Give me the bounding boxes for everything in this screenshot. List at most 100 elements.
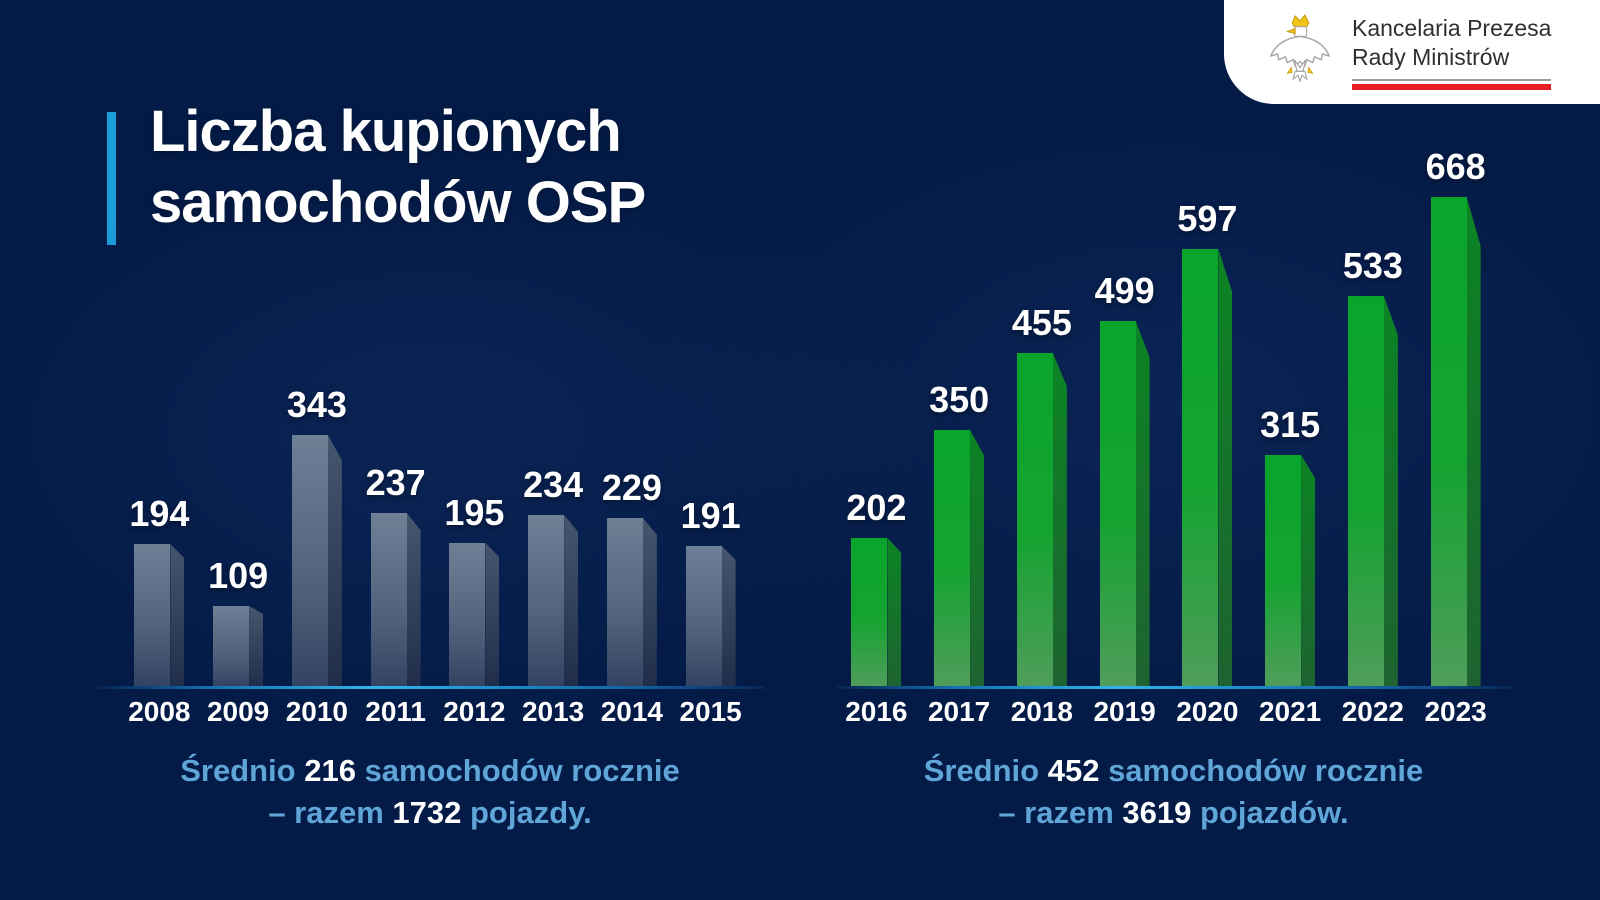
column-2019: 499 bbox=[1083, 270, 1166, 686]
logo-org-line2: Rady Ministrów bbox=[1352, 44, 1510, 70]
bar-2008 bbox=[134, 544, 185, 686]
value-label-2012: 195 bbox=[444, 492, 505, 533]
column-2015: 191 bbox=[671, 495, 750, 686]
page-title-line1: Liczba kupionych bbox=[150, 99, 622, 164]
bar-front-face bbox=[291, 435, 328, 686]
caption-total-number: 3619 bbox=[1122, 795, 1192, 830]
caption-text: pojazdy. bbox=[461, 795, 592, 830]
caption-text: Średnio bbox=[180, 753, 305, 788]
caption-text: Średnio bbox=[923, 753, 1048, 788]
logo-underline-red bbox=[1352, 84, 1552, 90]
bar-front-face bbox=[134, 544, 171, 686]
bar-2016 bbox=[851, 538, 902, 686]
year-label-2014: 2014 bbox=[600, 696, 664, 727]
year-label-2022: 2022 bbox=[1341, 696, 1405, 727]
year-label-2008: 2008 bbox=[128, 696, 191, 727]
year-label-2015: 2015 bbox=[679, 696, 742, 727]
bar-front-face bbox=[528, 515, 565, 686]
bar-side-face bbox=[970, 430, 985, 686]
value-label-2018: 455 bbox=[1011, 302, 1072, 343]
caption-average-number: 216 bbox=[304, 753, 356, 788]
value-label-2023: 668 bbox=[1425, 146, 1486, 187]
bars-area-right: 202 350 455 499 597 315 533 668 bbox=[835, 141, 1512, 686]
column-2023: 668 bbox=[1414, 146, 1497, 686]
page-title-line2: samochodów OSP bbox=[150, 170, 646, 235]
bar-front-face bbox=[606, 518, 643, 686]
bars-area-left: 194 109 343 237 195 234 229 191 bbox=[95, 141, 765, 686]
x-axis-labels-left: 2008 2009 2010 2011 2012 2013 2014 2015 bbox=[95, 696, 765, 728]
bar-2012 bbox=[449, 543, 500, 686]
bar-front-face bbox=[1347, 296, 1384, 686]
bar-side-face bbox=[1383, 296, 1398, 686]
bar-side-face bbox=[1052, 353, 1067, 686]
bar-front-face bbox=[449, 543, 486, 686]
bar-side-face bbox=[1301, 455, 1316, 686]
column-2014: 229 bbox=[593, 467, 672, 686]
bar-side-face bbox=[887, 538, 902, 686]
summary-caption-left: Średnio 216 samochodów rocznie – razem 1… bbox=[95, 750, 765, 834]
page-title: Liczba kupionych samochodów OSP bbox=[150, 96, 646, 238]
caption-total-number: 1732 bbox=[392, 795, 462, 830]
bar-side-face bbox=[721, 546, 736, 686]
x-axis-labels-right: 2016 2017 2018 2019 2020 2021 2022 2023 bbox=[835, 696, 1512, 728]
year-label-2020: 2020 bbox=[1176, 696, 1239, 727]
bar-2023 bbox=[1430, 197, 1481, 686]
value-label-2014: 229 bbox=[601, 467, 662, 508]
logo-org-line1: Kancelaria Prezesa bbox=[1352, 15, 1552, 41]
column-2021: 315 bbox=[1249, 404, 1332, 686]
column-2020: 597 bbox=[1166, 198, 1249, 686]
bar-2017 bbox=[934, 430, 985, 686]
value-label-2016: 202 bbox=[846, 487, 907, 528]
title-accent-bar bbox=[107, 112, 116, 245]
caption-text: samochodów rocznie bbox=[355, 753, 680, 788]
column-2012: 195 bbox=[435, 492, 514, 686]
bar-2011 bbox=[370, 513, 421, 686]
bar-front-face bbox=[685, 546, 722, 686]
year-label-2011: 2011 bbox=[365, 696, 426, 727]
caption-text: – razem bbox=[268, 795, 393, 830]
value-label-2008: 194 bbox=[129, 493, 190, 534]
summary-caption-right: Średnio 452 samochodów rocznie – razem 3… bbox=[835, 750, 1512, 834]
bar-2018 bbox=[1016, 353, 1067, 686]
value-label-2021: 315 bbox=[1260, 404, 1321, 445]
bar-side-face bbox=[249, 606, 264, 686]
bar-front-face bbox=[370, 513, 407, 686]
bar-side-face bbox=[1466, 197, 1481, 686]
value-label-2010: 343 bbox=[286, 384, 347, 425]
bar-side-face bbox=[170, 544, 185, 686]
chart-2008-2015: 194 109 343 237 195 234 229 191 2008 2009 2010 201… bbox=[95, 141, 765, 834]
value-label-2015: 191 bbox=[680, 495, 741, 536]
logo-text-block: Kancelaria Prezesa Rady Ministrów bbox=[1352, 14, 1552, 90]
caption-text: – razem bbox=[998, 795, 1123, 830]
bar-2022 bbox=[1347, 296, 1398, 686]
bar-2021 bbox=[1265, 455, 1316, 686]
bar-2009 bbox=[213, 606, 264, 686]
column-2022: 533 bbox=[1332, 245, 1415, 686]
column-2016: 202 bbox=[835, 487, 918, 686]
x-axis-line-left bbox=[95, 686, 765, 689]
year-label-2009: 2009 bbox=[206, 696, 270, 727]
year-label-2016: 2016 bbox=[845, 696, 908, 727]
value-label-2013: 234 bbox=[523, 464, 584, 505]
year-label-2012: 2012 bbox=[443, 696, 506, 727]
bar-front-face bbox=[1182, 249, 1219, 686]
bar-front-face bbox=[934, 430, 971, 686]
bar-front-face bbox=[1265, 455, 1302, 686]
bar-side-face bbox=[485, 543, 500, 686]
bar-2020 bbox=[1182, 249, 1233, 686]
bar-2013 bbox=[528, 515, 579, 686]
column-2010: 343 bbox=[278, 384, 357, 686]
bar-2014 bbox=[606, 518, 657, 686]
year-label-2023: 2023 bbox=[1424, 696, 1487, 727]
bar-2015 bbox=[685, 546, 736, 686]
bar-side-face bbox=[1135, 321, 1150, 686]
column-2018: 455 bbox=[1001, 302, 1084, 686]
value-label-2009: 109 bbox=[208, 555, 269, 596]
bar-side-face bbox=[1218, 249, 1233, 686]
logo-card: Kancelaria Prezesa Rady Ministrów bbox=[1224, 0, 1600, 104]
year-label-2021: 2021 bbox=[1258, 696, 1322, 727]
bar-side-face bbox=[406, 513, 421, 686]
bar-front-face bbox=[1430, 197, 1467, 686]
bar-2019 bbox=[1099, 321, 1150, 686]
caption-average-number: 452 bbox=[1047, 753, 1100, 788]
